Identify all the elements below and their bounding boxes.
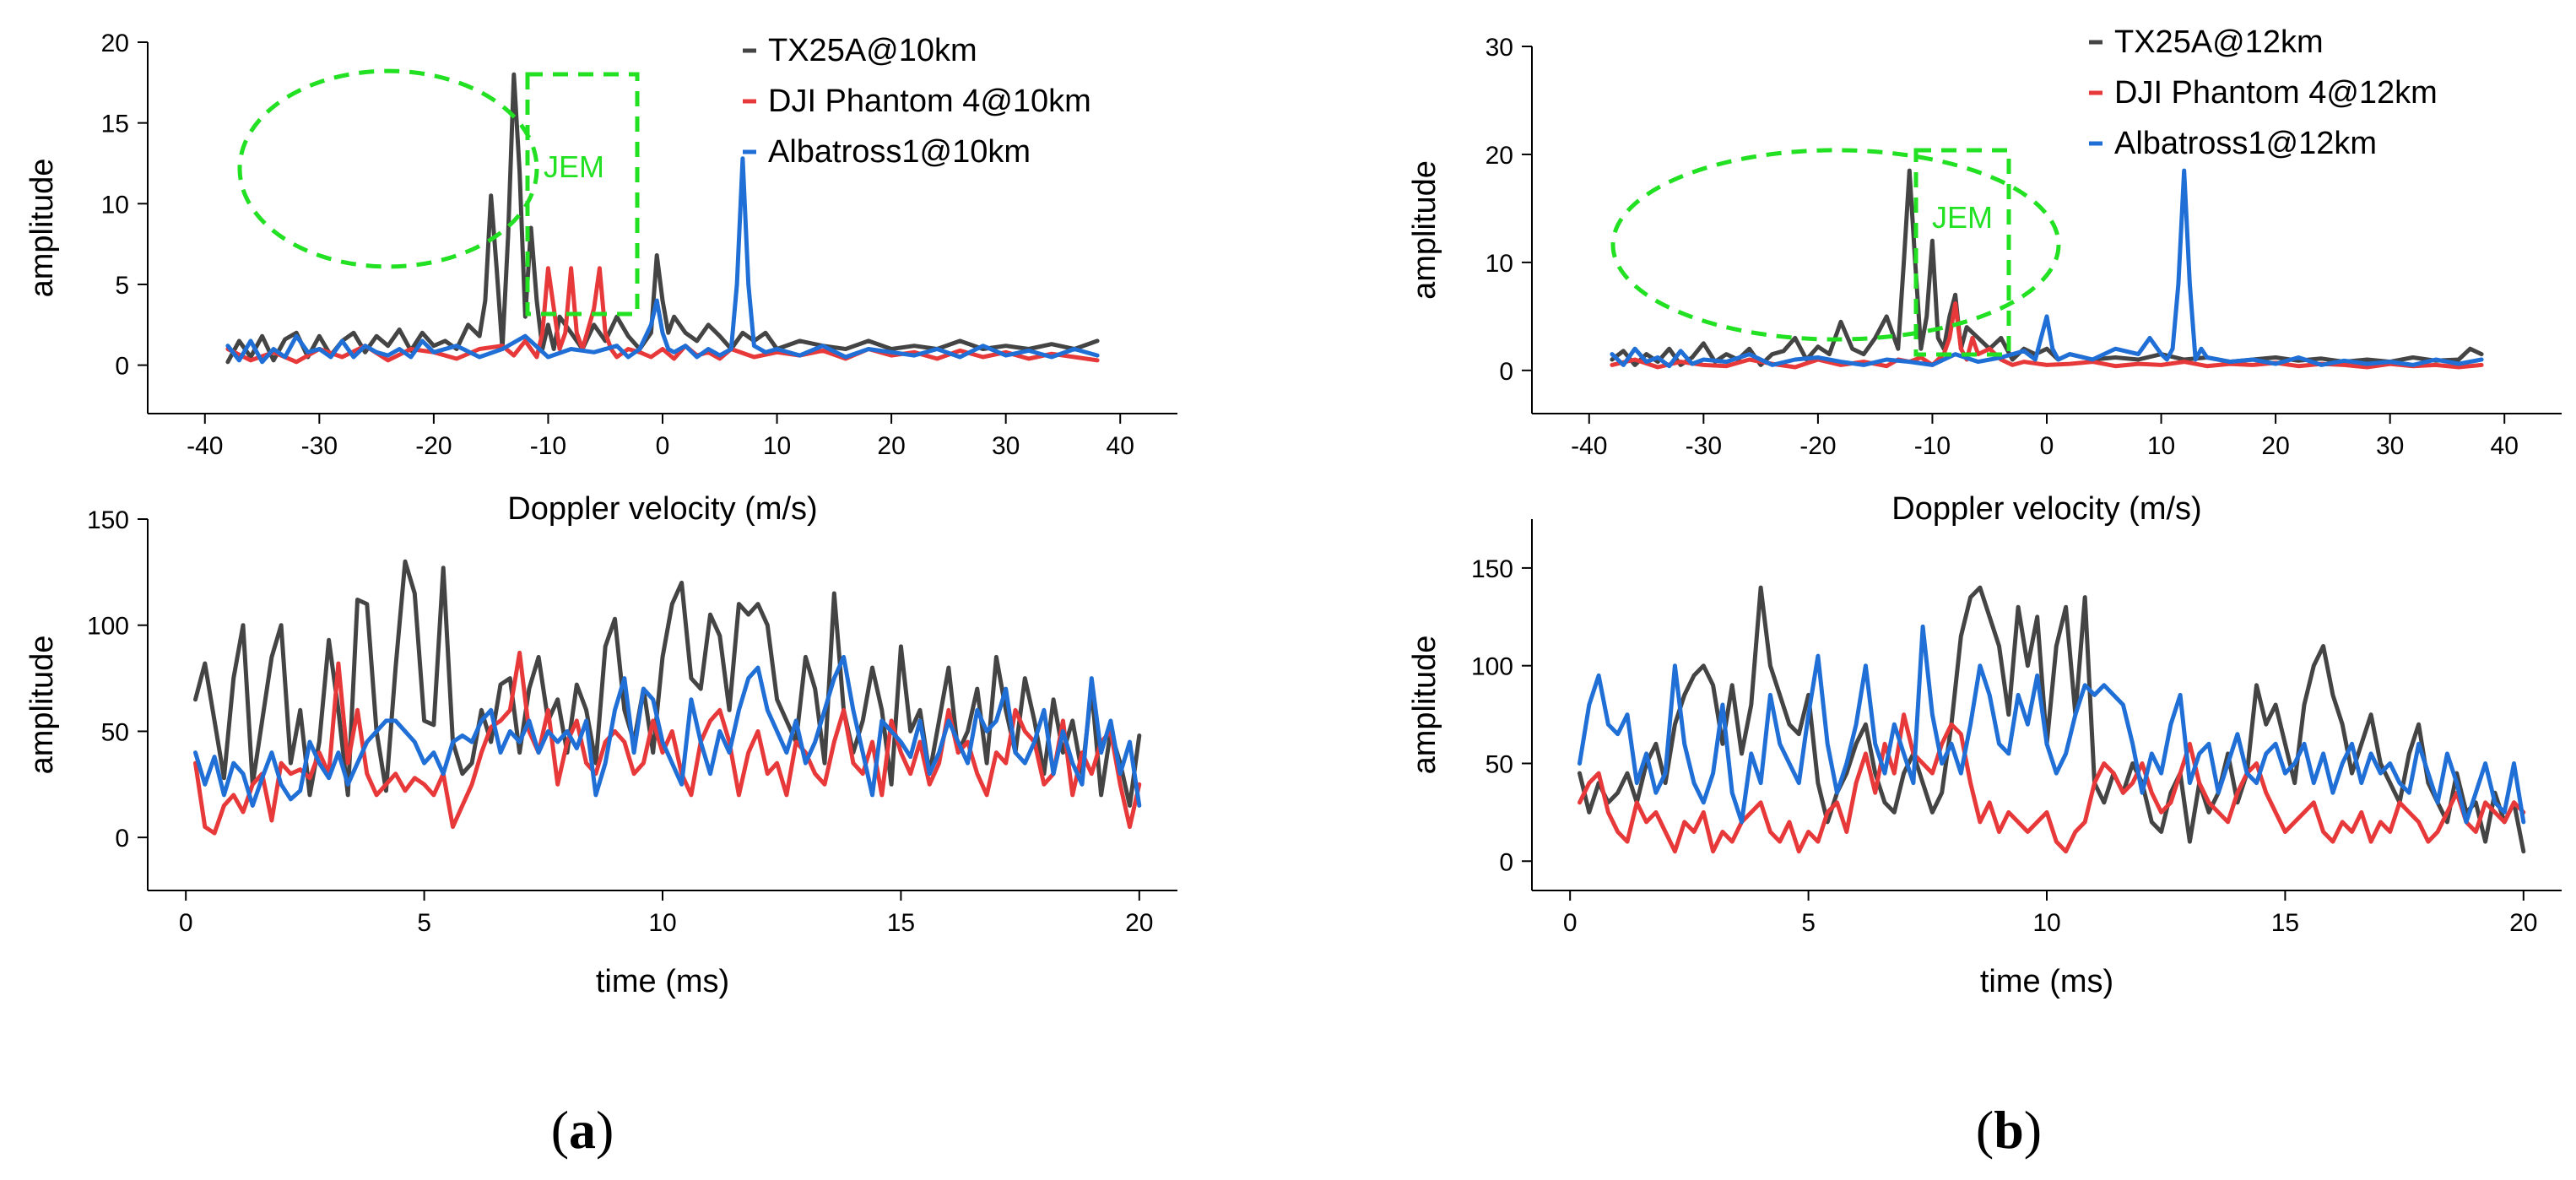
x-axis-title: time (ms) [596,964,729,999]
y-tick-label: 0 [115,825,129,853]
x-tick-label: 0 [179,909,193,937]
panel-label-b: (b) [1976,1100,2042,1160]
panel-b-bottom-chart: 0 5 10 15 20 0 50 100 150 time (ms) amplitude [1407,519,2562,999]
legend: TX25A@10km DJI Phantom 4@10km Albatross1@1… [743,33,1091,170]
panel-label-a-close: ) [596,1100,614,1160]
y-tick-label: 100 [87,613,129,641]
x-tick-label: -40 [187,432,223,460]
y-tick-label: 0 [1499,848,1513,876]
x-tick-label: -20 [415,432,452,460]
y-axis-title: amplitude [1407,160,1442,300]
legend-label: TX25A@10km [768,33,977,68]
y-tick-label: 20 [101,30,129,57]
y-tick-label: 50 [101,718,129,746]
panel-label-b-close: ) [2024,1100,2042,1160]
jem-ellipse [1610,148,2061,342]
series-line-tx25a [1610,168,2484,367]
panel-label-a-letter: a [569,1100,596,1160]
y-tick-label: 10 [101,191,129,219]
x-tick-label: 15 [2271,909,2299,937]
series-line-albatross [1610,168,2484,369]
x-tick-label: 5 [1801,909,1816,937]
x-tick-label: 0 [656,432,670,460]
y-axis-title: amplitude [24,636,60,775]
panel-a-top-chart: -40 -30 -20 -10 0 10 20 30 40 0 5 10 15 20 Doppler vel… [24,30,1177,527]
panel-label-b-open: ( [1976,1100,1994,1160]
legend-label: Albatross1@12km [2114,126,2377,161]
series-line-tx25a [193,559,1142,808]
x-tick-label: -10 [530,432,566,460]
x-tick-label: 10 [648,909,676,937]
y-tick-label: 20 [1486,142,1513,170]
y-tick-label: 150 [87,506,129,534]
x-tick-label: -10 [1914,432,1951,460]
x-tick-label: 30 [2376,432,2404,460]
x-tick-label: 10 [2147,432,2175,460]
x-axis-title: Doppler velocity (m/s) [507,491,817,527]
panel-label-a: (a) [551,1100,614,1160]
x-tick-label: 20 [877,432,905,460]
x-tick-label: 0 [2040,432,2054,460]
x-tick-label: 30 [992,432,1020,460]
y-tick-label: 50 [1486,750,1513,778]
x-tick-label: -30 [301,432,338,460]
panel-a-bottom-chart: 0 5 10 15 20 0 50 100 150 time (ms) amplitude [24,506,1177,999]
x-tick-label: 40 [1107,432,1134,460]
y-tick-label: 150 [1471,555,1513,583]
y-axis-title: amplitude [1407,636,1442,775]
x-tick-label: 5 [417,909,431,937]
legend: TX25A@12km DJI Phantom 4@12km Albatross1@1… [2089,24,2438,161]
series-line-dji [1578,712,2526,854]
legend-label: DJI Phantom 4@12km [2114,75,2438,111]
x-tick-label: 20 [2261,432,2289,460]
y-tick-label: 30 [1486,34,1513,62]
y-tick-label: 5 [115,272,129,300]
y-tick-label: 100 [1471,653,1513,681]
y-tick-label: 0 [1499,358,1513,386]
x-tick-label: -20 [1799,432,1836,460]
series-line-dji [1610,301,2484,370]
x-tick-label: 10 [2032,909,2060,937]
panel-b-top-chart: -40 -30 -20 -10 0 10 20 30 40 0 10 20 30 Doppler velo… [1407,24,2562,527]
series-line-dji [193,650,1142,836]
x-tick-label: 15 [887,909,915,937]
y-tick-label: 15 [101,111,129,138]
x-axis-title: Doppler velocity (m/s) [1891,491,2201,527]
series-line-tx25a [1578,585,2526,854]
series-line-albatross [225,156,1100,365]
y-tick-label: 0 [115,353,129,381]
panel-label-b-letter: b [1994,1100,2024,1160]
x-tick-label: 20 [1125,909,1153,937]
x-axis-title: time (ms) [1980,964,2113,999]
jem-box [525,72,640,317]
jem-ellipse [237,68,539,269]
x-tick-label: 40 [2491,432,2519,460]
x-tick-label: 20 [2509,909,2537,937]
x-tick-label: 0 [1563,909,1578,937]
panel-label-a-open: ( [551,1100,569,1160]
jem-annotation: JEM [237,68,640,317]
jem-label: JEM [1932,200,1993,235]
legend-label: Albatross1@10km [768,134,1031,170]
legend-label: DJI Phantom 4@10km [768,84,1091,119]
y-axis-title: amplitude [24,159,60,298]
series-line-albatross [1578,624,2526,825]
jem-annotation: JEM [1610,148,2061,357]
x-tick-label: -30 [1686,432,1722,460]
series-line-albatross [193,654,1142,808]
x-tick-label: 10 [763,432,791,460]
jem-label: JEM [544,149,604,184]
y-tick-label: 10 [1486,250,1513,278]
series-line-dji [225,266,1100,365]
x-tick-label: -40 [1571,432,1607,460]
legend-label: TX25A@12km [2114,24,2324,60]
jem-box [1913,148,2011,357]
